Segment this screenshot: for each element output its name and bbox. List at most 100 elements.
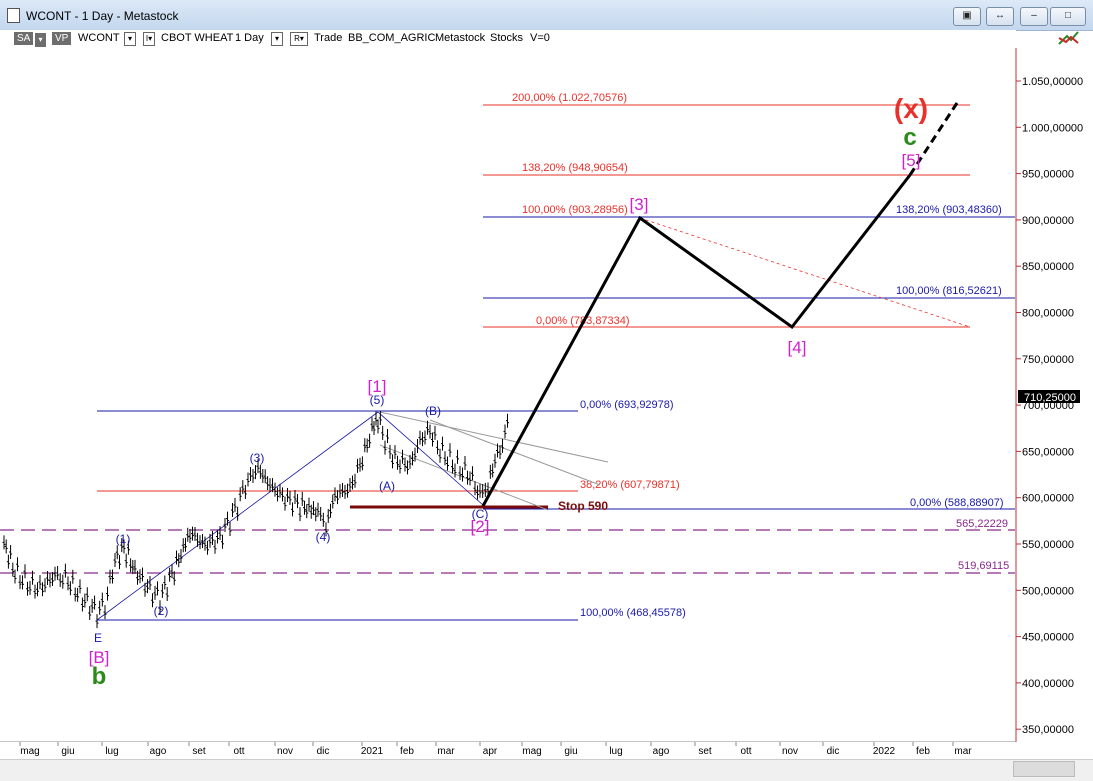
volume-label: V=0 [530, 32, 550, 44]
fib-1382b-label: 138,20% (903,48360) [896, 204, 1002, 216]
price-chart[interactable]: 1.050,00000 1.000,00000 950,00000 900,00000… [0, 48, 1093, 780]
y-tick-label: 800,00000 [1022, 308, 1074, 320]
x-month-label: ott [233, 746, 244, 757]
y-tick-label: 850,00000 [1022, 261, 1074, 273]
stocks-label: Stocks [490, 32, 524, 44]
wave-p4-label: (4) [316, 530, 331, 544]
y-tick-label: 350,00000 [1022, 724, 1074, 736]
period-label[interactable]: 1 Day [235, 32, 264, 44]
y-tick-label: 500,00000 [1022, 585, 1074, 597]
fib-200-label: 200,00% (1.022,70576) [512, 92, 627, 104]
fib-0c-label: 0,00% (588,88907) [910, 497, 1004, 509]
y-tick-label: 900,00000 [1022, 215, 1074, 227]
wave-pB-label: (B) [425, 404, 441, 418]
wave-pC-label: (C) [472, 507, 489, 521]
wave-p3-label: (3) [250, 451, 265, 465]
fib-382-label: 38,20% (607,79871) [580, 479, 680, 491]
fib-100c-label: 100,00% (468,45578) [580, 607, 686, 619]
maximize-button[interactable]: □ [1050, 7, 1086, 26]
x-month-label: 2022 [873, 746, 896, 757]
y-tick-label: 750,00000 [1022, 354, 1074, 366]
wave-2-label: [2] [471, 517, 490, 536]
x-month-label: giu [564, 746, 577, 757]
y-tick-label: 400,00000 [1022, 678, 1074, 690]
wave-4-label: [4] [788, 338, 807, 357]
level-519-label: 519,69115 [958, 560, 1009, 572]
x-month-label: feb [916, 746, 930, 757]
x-month-label: mar [437, 746, 455, 757]
sa-badge[interactable]: SA [14, 32, 34, 45]
y-tick-label: 1.050,00000 [1022, 76, 1083, 88]
info-dropdown-icon[interactable]: I▾ [143, 32, 155, 46]
wave-B-big-label: [B] [89, 648, 110, 667]
y-tick-label: 600,00000 [1022, 493, 1074, 505]
wave-p1-label: (1) [116, 532, 131, 546]
y-tick-label: 950,00000 [1022, 169, 1074, 181]
x-month-label: set [698, 746, 712, 757]
x-month-label: ott [740, 746, 751, 757]
horizontal-scrollbar[interactable] [1013, 761, 1075, 777]
x-month-label: 2021 [361, 746, 384, 757]
channel-line-lower [379, 444, 549, 511]
status-bar [0, 759, 1093, 781]
wave-b-small-label: b [92, 663, 107, 690]
x-month-label: dic [827, 746, 840, 757]
instrument-name: CBOT WHEAT [161, 32, 234, 44]
range-dropdown-icon[interactable]: R▾ [290, 32, 308, 46]
wave-x-label: (x) [894, 93, 928, 124]
trade-label[interactable]: Trade [314, 32, 343, 44]
chart-toolbar: SA ▾ VP WCONT ▾ I▾ CBOT WHEAT 1 Day ▾ R▾… [0, 30, 1079, 48]
projection-final-leg [908, 102, 959, 176]
fib-1382-label: 138,20% (948,90654) [522, 162, 628, 174]
source-label: BB_COM_AGRIC [348, 32, 436, 44]
stop-label: Stop 590 [558, 499, 608, 513]
window-title: WCONT - 1 Day - Metastock [26, 9, 179, 23]
trend-line-b [377, 411, 484, 506]
y-tick-label: 550,00000 [1022, 539, 1074, 551]
x-month-label: nov [782, 746, 798, 757]
minimize-button[interactable]: – [1020, 7, 1048, 26]
wave-3-label: [3] [630, 195, 649, 214]
price-bars [2, 410, 509, 629]
channel-line-mid [429, 419, 601, 486]
projection-path [481, 174, 912, 507]
symbol-label[interactable]: WCONT [78, 32, 120, 44]
last-price-box [1018, 390, 1080, 403]
x-month-label: mag [522, 746, 541, 757]
x-month-label: mag [20, 746, 39, 757]
vp-badge[interactable]: VP [52, 32, 72, 45]
last-price-label: 710,25000 [1024, 392, 1076, 404]
x-month-label: ago [150, 746, 167, 757]
wave-pA-label: (A) [379, 479, 395, 493]
y-tick-label: 650,00000 [1022, 446, 1074, 458]
fib-100b-label: 100,00% (816,52621) [896, 285, 1002, 297]
resize-button[interactable]: ↔ [986, 7, 1014, 26]
x-month-label: set [192, 746, 206, 757]
wave-p2-label: (2) [154, 604, 169, 618]
restore-layout-button[interactable]: ▣ [953, 7, 981, 26]
x-axis-band [0, 742, 1016, 759]
x-month-label: apr [483, 746, 498, 757]
fib-100-label: 100,00% (903,28956) [522, 204, 628, 216]
y-tick-label: 1.000,00000 [1022, 122, 1083, 134]
app-icon [7, 8, 20, 23]
symbol-dropdown-icon[interactable]: ▾ [124, 32, 136, 46]
y-tick-label: 700,00000 [1022, 400, 1074, 412]
wave-1-label: [1] [368, 377, 387, 396]
vendor-label: Metastock [435, 32, 486, 44]
wave-c-label: c [903, 124, 916, 151]
x-month-label: dic [317, 746, 330, 757]
x-month-label: nov [277, 746, 293, 757]
level-565-label: 565,22229 [956, 518, 1008, 530]
wave-E-label: E [94, 631, 102, 645]
x-month-label: giu [61, 746, 74, 757]
trade-tool-icon[interactable] [1057, 28, 1081, 48]
projection-dashed-line [639, 217, 971, 328]
x-month-label: lug [609, 746, 622, 757]
wave-p5-label: (5) [370, 393, 385, 407]
sa-dropdown-icon[interactable]: ▾ [35, 33, 46, 47]
period-dropdown-icon[interactable]: ▾ [271, 32, 283, 46]
x-month-label: ago [653, 746, 670, 757]
x-month-label: feb [400, 746, 414, 757]
wave-5-label: [5] [902, 151, 921, 170]
